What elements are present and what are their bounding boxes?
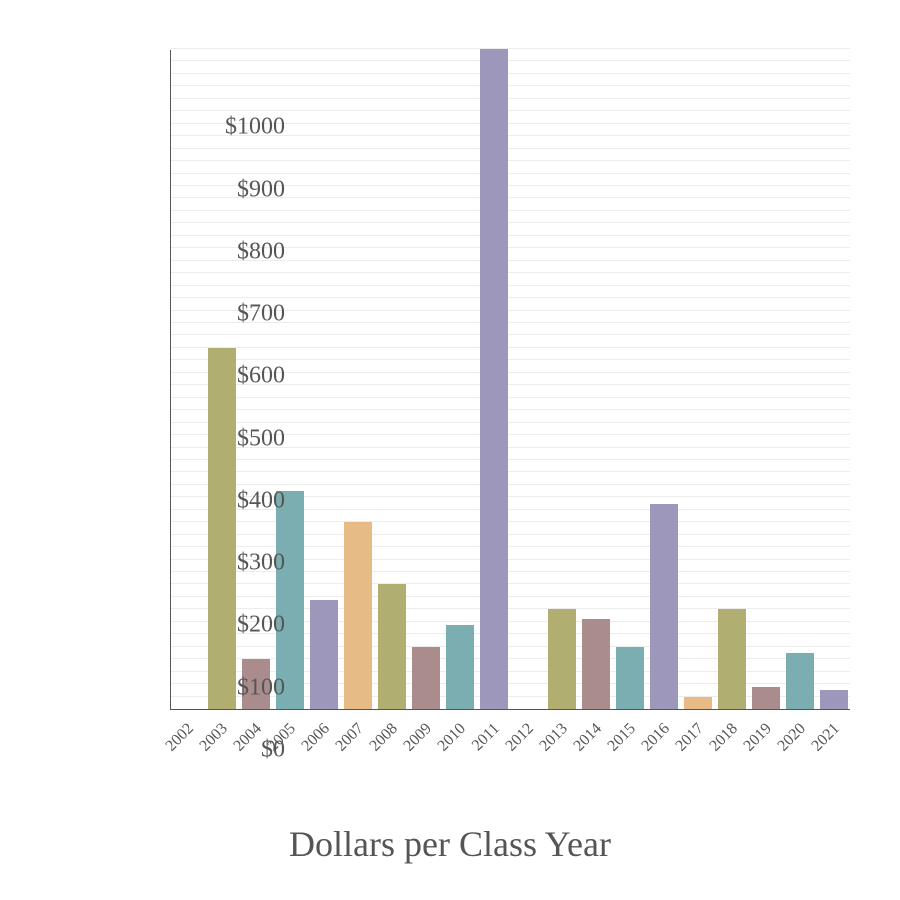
gridline-minor — [171, 596, 850, 597]
bar — [786, 653, 814, 709]
gridline-minor — [171, 546, 850, 547]
gridline-minor — [171, 671, 850, 672]
gridline-minor — [171, 646, 850, 647]
gridline-minor — [171, 334, 850, 335]
y-axis-label: $200 — [85, 612, 285, 639]
bar — [310, 600, 338, 709]
y-axis-label: $400 — [85, 487, 285, 514]
bar — [208, 348, 236, 709]
gridline-minor — [171, 160, 850, 161]
gridline-minor — [171, 658, 850, 659]
bar — [582, 619, 610, 709]
gridline-minor — [171, 60, 850, 61]
bar — [412, 647, 440, 709]
gridline-minor — [171, 471, 850, 472]
bar — [752, 687, 780, 709]
gridline-minor — [171, 73, 850, 74]
gridline-minor — [171, 210, 850, 211]
y-axis-label: $600 — [85, 363, 285, 390]
bar — [718, 609, 746, 709]
gridline-minor — [171, 98, 850, 99]
bar — [616, 647, 644, 709]
gridline-minor — [171, 347, 850, 348]
bar — [480, 49, 508, 709]
y-axis-label: $800 — [85, 238, 285, 265]
y-axis-label: $100 — [85, 674, 285, 701]
y-axis-label: $500 — [85, 425, 285, 452]
y-axis-label: $700 — [85, 301, 285, 328]
gridline-minor — [171, 608, 850, 609]
gridline-minor — [171, 534, 850, 535]
gridline-minor — [171, 583, 850, 584]
bar — [650, 504, 678, 709]
gridline-minor — [171, 521, 850, 522]
bar — [378, 584, 406, 709]
chart-container: $0$100$200$300$400$500$600$700$800$900$1… — [60, 50, 860, 750]
gridline-minor — [171, 85, 850, 86]
gridline-minor — [171, 459, 850, 460]
bar — [548, 609, 576, 709]
chart-title: Dollars per Class Year — [0, 823, 900, 865]
bar — [684, 697, 712, 709]
gridline-minor — [171, 285, 850, 286]
gridline-minor — [171, 48, 850, 49]
gridline-minor — [171, 409, 850, 410]
gridline-minor — [171, 272, 850, 273]
gridline-minor — [171, 222, 850, 223]
gridline-minor — [171, 148, 850, 149]
gridline-minor — [171, 422, 850, 423]
bar — [344, 522, 372, 709]
bar — [820, 690, 848, 709]
y-axis-label: $300 — [85, 550, 285, 577]
y-axis-label: $1000 — [85, 114, 285, 141]
gridline-minor — [171, 297, 850, 298]
gridline-minor — [171, 397, 850, 398]
gridline-minor — [171, 235, 850, 236]
y-axis-label: $900 — [85, 176, 285, 203]
gridline-minor — [171, 173, 850, 174]
gridline-minor — [171, 110, 850, 111]
gridline-minor — [171, 359, 850, 360]
bar — [446, 625, 474, 709]
gridline-minor — [171, 484, 850, 485]
